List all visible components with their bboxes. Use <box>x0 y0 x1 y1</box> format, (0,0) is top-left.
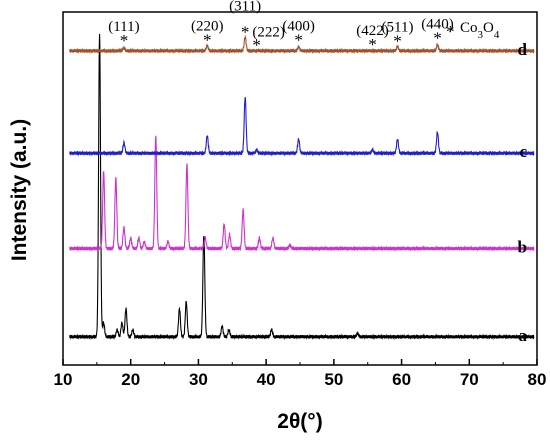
peak-star: * <box>120 31 129 50</box>
peak-label: (111) <box>108 19 139 35</box>
x-tick-label: 70 <box>460 370 479 389</box>
trace-d <box>69 35 535 55</box>
legend-label: Co3O4 <box>460 20 500 41</box>
peak-star: * <box>393 31 402 50</box>
trace-label-a: a <box>519 326 528 345</box>
peak-star: * <box>252 36 261 55</box>
x-tick-label: 50 <box>324 370 343 389</box>
plot-frame <box>62 11 538 366</box>
trace-a <box>69 33 535 341</box>
peak-label: (220) <box>191 19 224 35</box>
x-axis-ticks: 10 20 30 40 50 60 70 80 <box>54 359 547 389</box>
peak-star: * <box>433 28 442 47</box>
trace-b <box>69 135 535 252</box>
y-axis-title: Intensity (a.u.) <box>8 119 31 261</box>
peak-label: (222) <box>252 25 285 41</box>
x-tick-label: 60 <box>392 370 411 389</box>
x-tick-label: 20 <box>121 370 140 389</box>
x-tick-label: 10 <box>54 370 73 389</box>
traces <box>69 33 535 341</box>
x-tick-label: 30 <box>189 370 208 389</box>
trace-label-d: d <box>518 40 528 59</box>
trace-labels: a b c d <box>518 40 528 345</box>
peak-star: * <box>203 31 212 50</box>
peak-star: * <box>294 31 303 50</box>
peak-star: * <box>241 22 250 41</box>
x-tick-label: 40 <box>257 370 276 389</box>
x-tick-label: 80 <box>528 370 547 389</box>
x-axis-title: 2θ(°) <box>277 410 322 433</box>
legend: * Co3O4 <box>446 20 500 41</box>
peak-label: (311) <box>229 0 261 14</box>
peak-label: (400) <box>282 19 315 35</box>
peak-star: * <box>368 35 377 54</box>
legend-marker: * <box>446 22 455 41</box>
peak-label: (440) <box>421 16 454 32</box>
trace-label-c: c <box>519 142 527 161</box>
peak-annotations: *(111)*(220) *(311)*(222) *(400)*(422)*(51… <box>108 0 453 55</box>
trace-label-b: b <box>518 238 527 257</box>
peak-label: (422) <box>356 23 389 39</box>
peak-label: (511) <box>382 19 414 35</box>
trace-c <box>69 97 535 157</box>
